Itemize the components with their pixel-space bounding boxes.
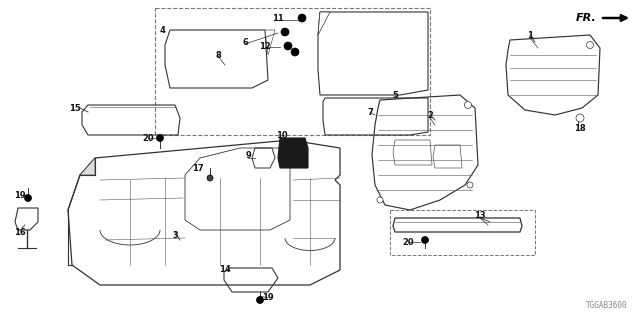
Text: 12: 12 <box>259 42 271 51</box>
Circle shape <box>281 28 289 36</box>
Bar <box>155 8 430 135</box>
Text: 13: 13 <box>474 211 486 220</box>
Circle shape <box>298 14 306 22</box>
Text: 4: 4 <box>160 26 166 35</box>
Polygon shape <box>278 138 308 168</box>
Polygon shape <box>318 12 330 35</box>
Text: 17: 17 <box>192 164 204 172</box>
Circle shape <box>377 197 383 203</box>
Text: 2: 2 <box>427 110 433 119</box>
Text: 11: 11 <box>272 13 284 22</box>
Circle shape <box>24 195 31 202</box>
Text: 1: 1 <box>527 30 533 39</box>
Circle shape <box>576 114 584 122</box>
Text: 10: 10 <box>276 131 288 140</box>
Text: 14: 14 <box>219 266 231 275</box>
Circle shape <box>157 134 163 141</box>
Text: 20: 20 <box>402 237 414 246</box>
Text: 3: 3 <box>172 230 178 239</box>
Text: FR.: FR. <box>576 13 597 23</box>
Bar <box>390 210 535 255</box>
Text: 19: 19 <box>262 293 274 302</box>
Text: 5: 5 <box>392 91 398 100</box>
Text: 8: 8 <box>215 51 221 60</box>
Circle shape <box>465 101 472 108</box>
Text: 6: 6 <box>242 37 248 46</box>
Text: 15: 15 <box>69 103 81 113</box>
Text: 16: 16 <box>14 228 26 236</box>
Text: 18: 18 <box>574 124 586 132</box>
Circle shape <box>422 236 429 244</box>
Text: 19: 19 <box>14 190 26 199</box>
Circle shape <box>467 182 473 188</box>
Circle shape <box>291 48 299 56</box>
Polygon shape <box>80 158 95 175</box>
Polygon shape <box>265 30 275 55</box>
Text: 9: 9 <box>245 150 251 159</box>
Circle shape <box>586 42 593 49</box>
Text: 20: 20 <box>142 133 154 142</box>
Text: TGGAB3600: TGGAB3600 <box>586 301 628 310</box>
Circle shape <box>207 175 213 181</box>
Circle shape <box>257 297 264 303</box>
Circle shape <box>284 42 292 50</box>
Text: 7: 7 <box>367 108 373 116</box>
